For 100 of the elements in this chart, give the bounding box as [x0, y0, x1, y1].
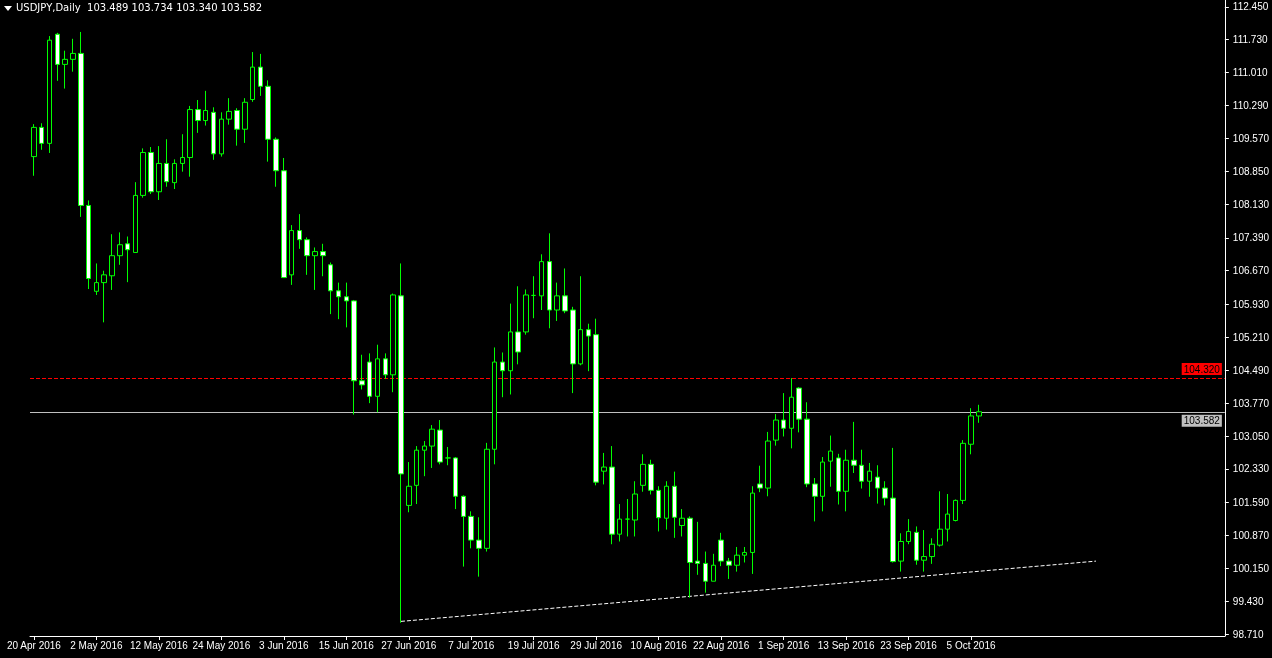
- chart-title: USDJPY,Daily 103.489 103.734 103.340 103.582: [16, 2, 263, 13]
- candlestick: [148, 146, 154, 195]
- candlestick: [289, 224, 294, 286]
- candlestick: [422, 440, 427, 477]
- candlestick: [789, 377, 794, 449]
- candlestick: [117, 231, 123, 266]
- y-tick-label: 106.670: [1232, 265, 1270, 277]
- candlestick: [219, 111, 224, 158]
- candlestick: [476, 516, 482, 578]
- y-tick-label: 102.330: [1232, 463, 1270, 475]
- candlestick: [703, 551, 708, 594]
- candlestick: [492, 346, 497, 465]
- y-tick-label: 109.570: [1232, 132, 1270, 144]
- candlestick: [344, 282, 349, 328]
- candlestick: [429, 424, 435, 469]
- y-tick-label: 110.290: [1232, 99, 1269, 111]
- candlestick: [468, 510, 474, 549]
- y-tick-label: 104.490: [1232, 364, 1270, 376]
- candlestick: [297, 213, 302, 250]
- candlestick: [187, 105, 193, 178]
- candlestick: [968, 407, 974, 455]
- ref-line-label: 104.320: [1183, 363, 1221, 375]
- candlestick: [172, 158, 177, 190]
- x-tick-label: 29 Jul 2016: [570, 639, 623, 651]
- candlestick: [547, 232, 552, 329]
- candlestick: [734, 546, 740, 573]
- candlestick: [390, 293, 396, 393]
- candlestick: [461, 494, 466, 568]
- x-tick-label: 24 May 2016: [192, 639, 251, 651]
- candlestick: [250, 51, 255, 103]
- candlestick: [359, 354, 365, 390]
- candlestick: [94, 262, 99, 296]
- x-tick-label: 13 Sep 2016: [817, 639, 875, 651]
- y-tick-label: 100.870: [1232, 530, 1270, 542]
- y-tick-label: 111.010: [1232, 67, 1268, 79]
- candlestick: [242, 97, 248, 144]
- candlestick: [765, 431, 771, 497]
- candlestick: [180, 133, 185, 173]
- candlestick: [226, 97, 232, 126]
- candlestick: [851, 421, 857, 474]
- candlestick: [437, 419, 443, 465]
- candlestick: [375, 344, 380, 413]
- candlestick: [656, 485, 661, 532]
- candlestick: [539, 253, 544, 311]
- x-tick-label: 12 May 2016: [129, 639, 189, 651]
- candlestick: [632, 480, 638, 537]
- candlestick: [414, 445, 419, 505]
- candlestick: [757, 465, 763, 493]
- candlestick: [843, 449, 849, 512]
- candlestick: [976, 404, 982, 424]
- candlestick: [195, 99, 201, 134]
- candlestick: [882, 480, 888, 506]
- candlestick: [937, 490, 943, 548]
- candlestick: [55, 32, 60, 82]
- candlestick: [695, 521, 700, 576]
- candlestick: [39, 122, 44, 151]
- candlestick: [828, 435, 833, 488]
- x-tick-label: 3 Jun 2016: [259, 639, 309, 651]
- candlestick: [31, 123, 37, 177]
- candlestick: [453, 456, 458, 510]
- candlestick: [531, 275, 536, 319]
- candlestick: [625, 498, 630, 537]
- candlestick: [726, 557, 732, 580]
- y-tick-label: 111.730: [1232, 34, 1268, 46]
- candlestick: [70, 38, 76, 73]
- candlestick: [140, 147, 146, 199]
- x-tick-label: 1 Sep 2016: [758, 639, 810, 651]
- candlestick: [859, 449, 864, 490]
- candlestick: [78, 31, 84, 218]
- candlestick: [156, 145, 162, 201]
- candlestick: [914, 525, 919, 566]
- candlestick: [351, 299, 357, 416]
- candlestick: [945, 493, 950, 542]
- candlestick: [648, 459, 654, 495]
- candlestick: [133, 181, 138, 253]
- y-tick-label: 103.050: [1232, 430, 1270, 442]
- x-tick-label: 5 Oct 2016: [946, 639, 996, 651]
- candlestick: [62, 50, 68, 90]
- candlestick: [875, 464, 880, 505]
- x-tick-label: 10 Aug 2016: [630, 639, 688, 651]
- x-tick-label: 2 May 2016: [70, 639, 123, 651]
- y-tick-label: 108.130: [1232, 198, 1270, 210]
- y-tick-label: 107.390: [1232, 232, 1270, 244]
- candlestick: [500, 351, 505, 398]
- y-tick-label: 100.150: [1232, 562, 1270, 574]
- y-tick-label: 103.770: [1232, 397, 1270, 409]
- candlestick: [47, 35, 52, 154]
- candlestick: [562, 267, 568, 314]
- candlestick: [742, 546, 747, 563]
- candlestick: [273, 136, 279, 188]
- candlestick: [711, 553, 716, 582]
- candlestick: [367, 352, 372, 404]
- candlestick: [921, 529, 927, 573]
- candlestick: [265, 79, 271, 163]
- ref-line-label: 103.582: [1183, 415, 1221, 427]
- candlestick: [836, 453, 841, 506]
- candlestick: [258, 53, 263, 97]
- candlestick: [578, 275, 583, 366]
- x-tick-label: 19 Jul 2016: [507, 639, 560, 651]
- candlestick: [601, 452, 607, 485]
